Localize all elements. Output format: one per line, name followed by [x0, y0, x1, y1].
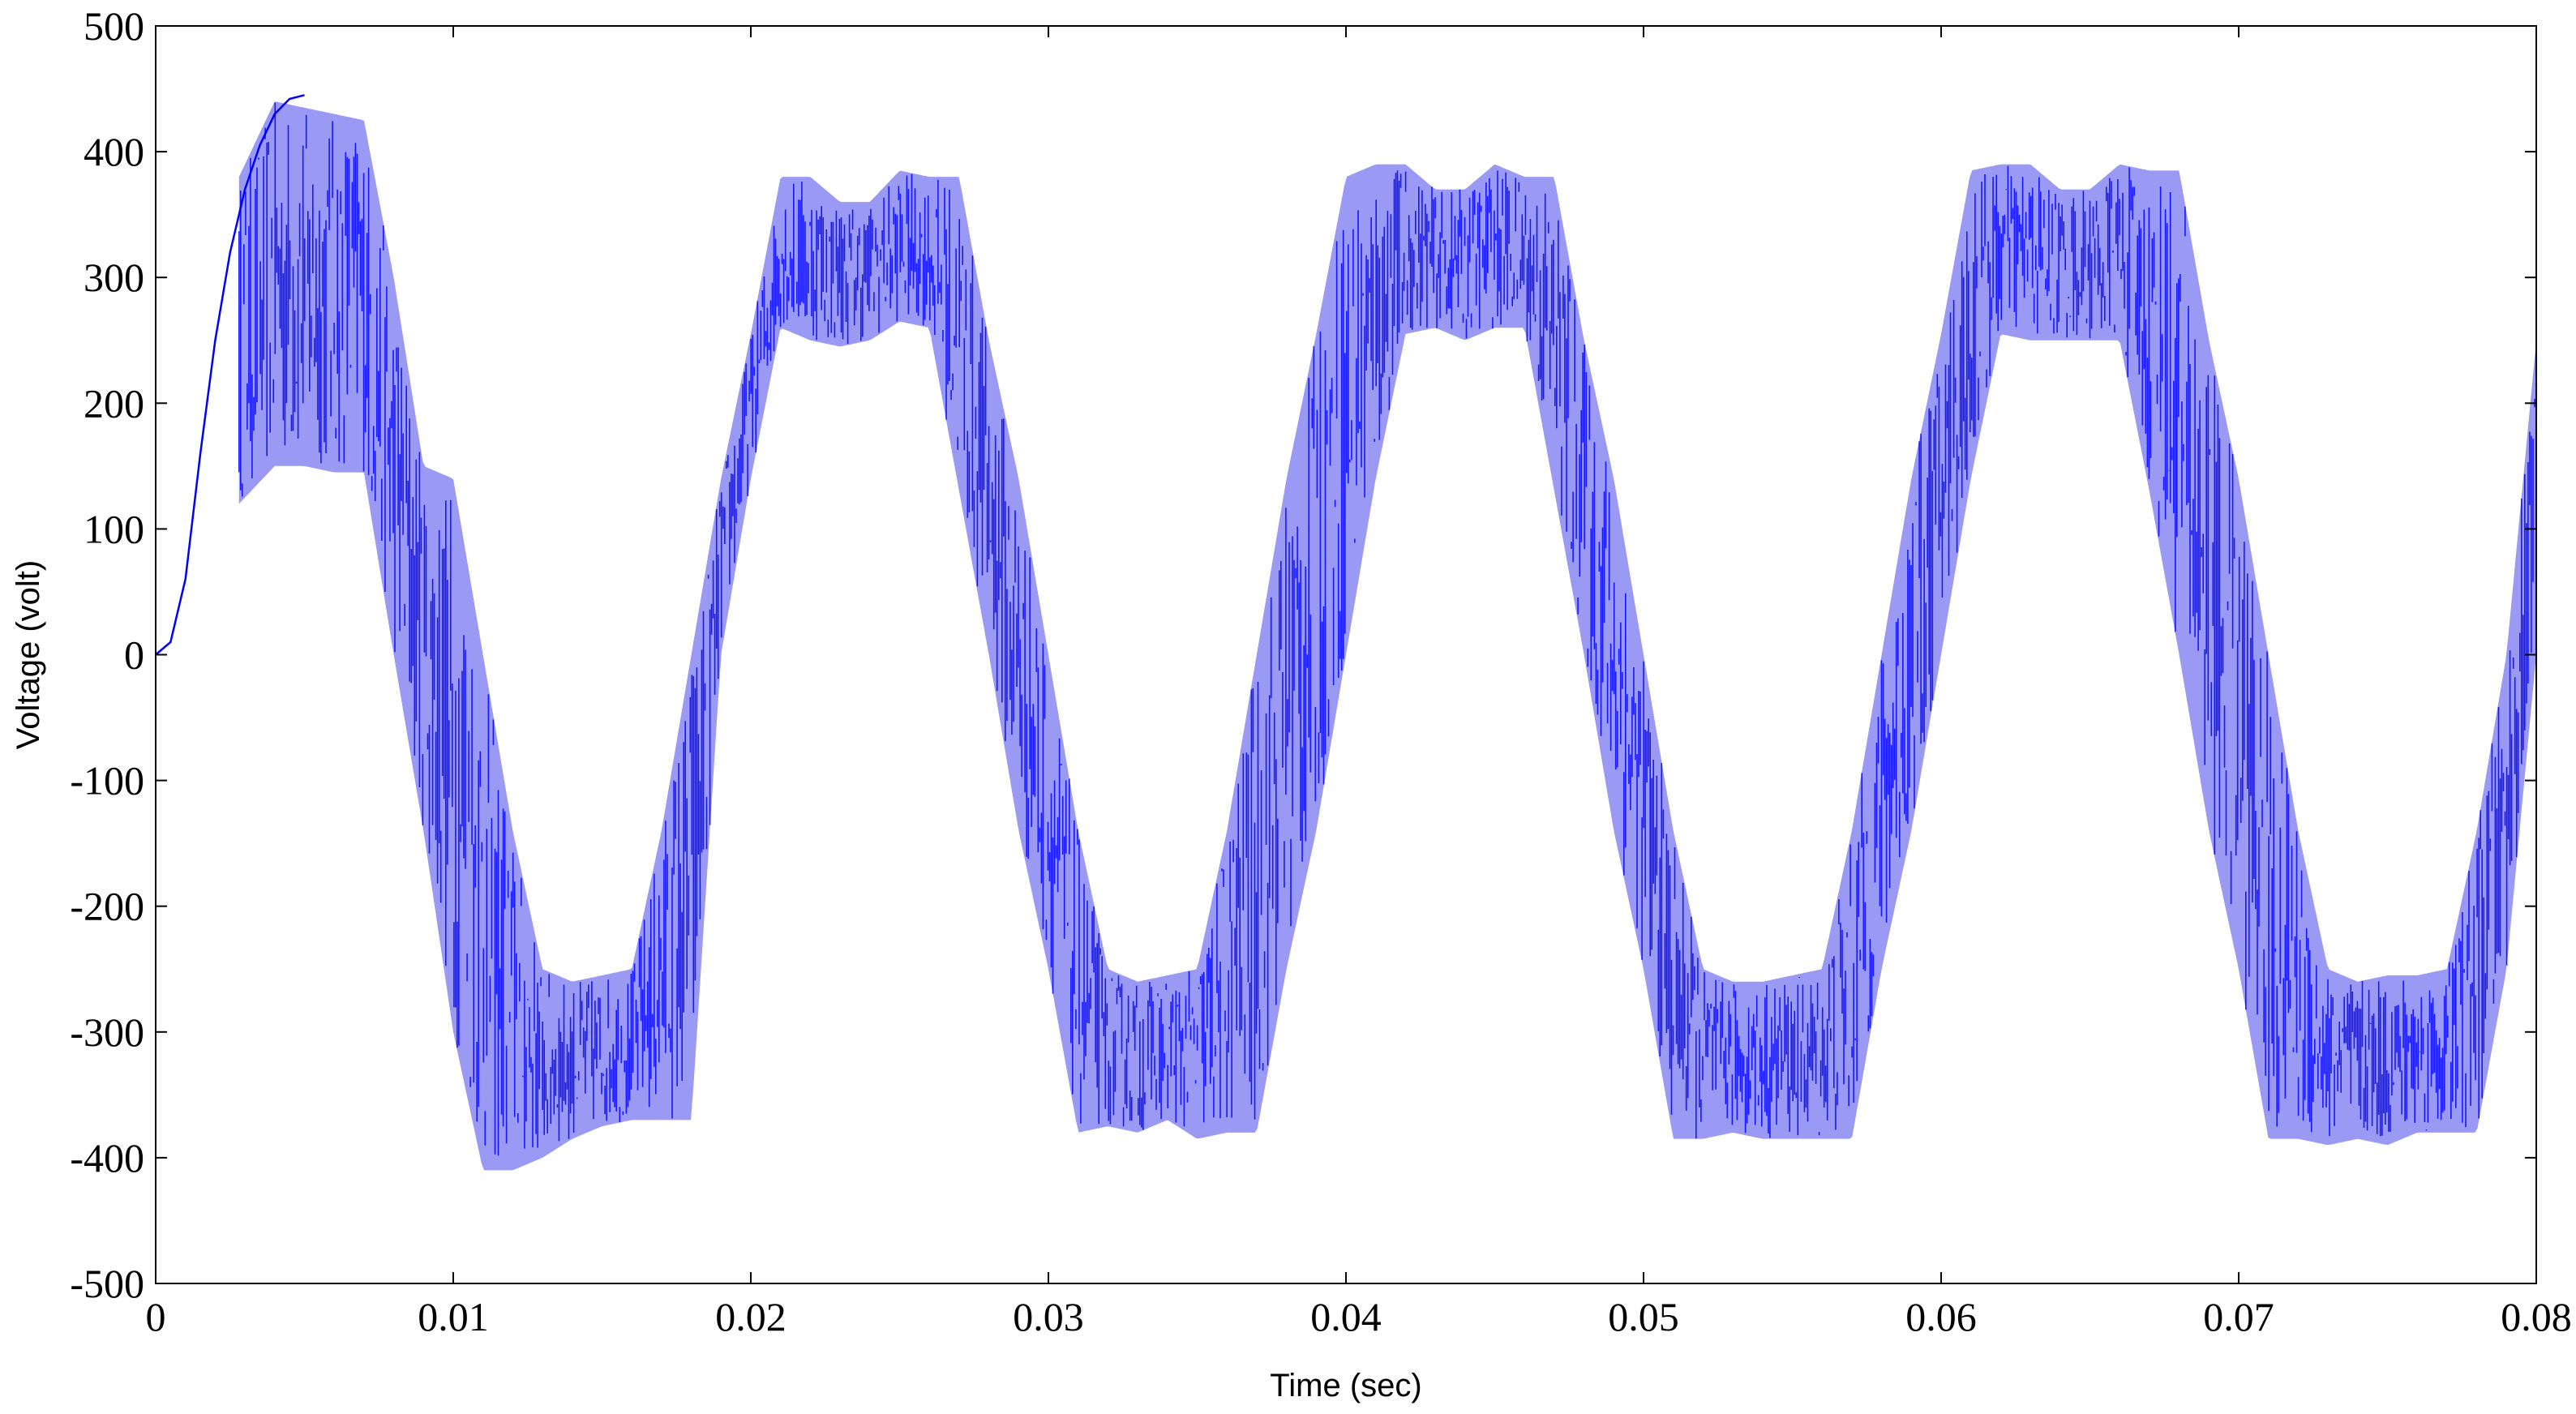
x-tick-label: 0.01 — [418, 1294, 489, 1339]
x-tick-label: 0.08 — [2501, 1294, 2572, 1339]
y-tick-label: -200 — [70, 884, 144, 929]
y-tick-label: 300 — [84, 255, 144, 300]
y-tick-label: -300 — [70, 1009, 144, 1055]
x-tick-labels: 0 0.01 0.02 0.03 0.04 0.05 0.06 0.07 0.08 — [146, 1294, 2572, 1339]
y-tick-label: -500 — [70, 1261, 144, 1306]
y-tick-label: -400 — [70, 1135, 144, 1180]
y-tick-label: -100 — [70, 758, 144, 803]
y-tick-label: 100 — [84, 506, 144, 551]
x-tick-label: 0.04 — [1310, 1294, 1382, 1339]
ticks-layer — [155, 25, 2537, 1284]
y-tick-labels: 500 400 300 200 100 0 -100 -200 -300 -400 -500 — [70, 3, 144, 1306]
y-tick-label: 0 — [124, 632, 144, 678]
y-axis-title: Voltage (volt) — [11, 560, 46, 749]
y-tick-label: 500 — [84, 3, 144, 49]
series-1-switching — [238, 102, 2537, 1156]
series-layer — [155, 94, 2537, 1171]
y-tick-label: 400 — [84, 129, 144, 174]
x-tick-label: 0.06 — [1905, 1294, 1977, 1339]
plot-area — [155, 25, 2537, 1284]
x-axis-title: Time (sec) — [1270, 1368, 1421, 1403]
x-tick-label: 0.02 — [715, 1294, 787, 1339]
x-tick-label: 0.03 — [1013, 1294, 1084, 1339]
y-tick-label: 200 — [84, 380, 144, 426]
x-tick-label: 0.07 — [2203, 1294, 2274, 1339]
x-tick-label: 0 — [146, 1294, 166, 1339]
series-1-startup-line — [155, 94, 305, 656]
x-tick-label: 0.05 — [1608, 1294, 1679, 1339]
